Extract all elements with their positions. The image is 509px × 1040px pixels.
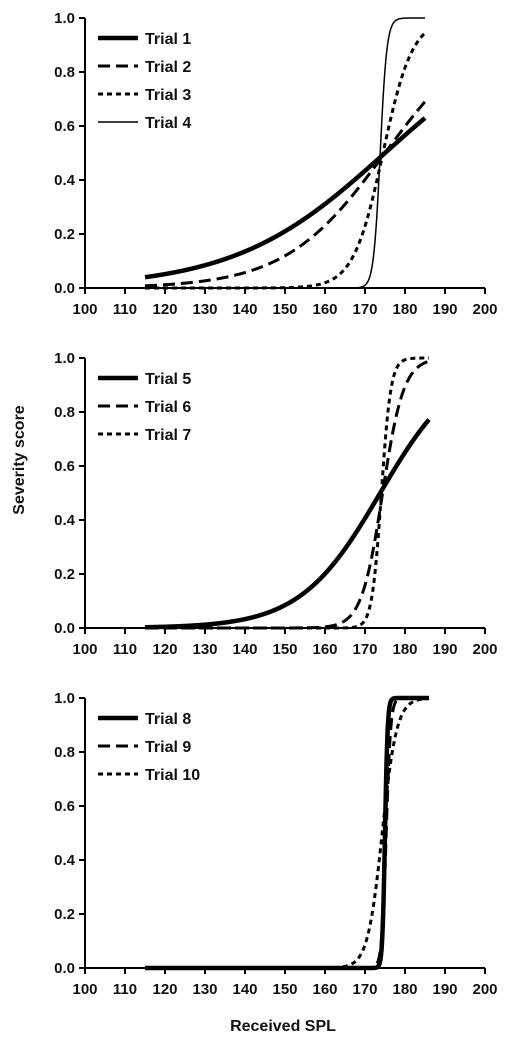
- series-line: [143, 100, 427, 288]
- series-line: [143, 696, 431, 970]
- x-tick-label: 110: [113, 301, 137, 318]
- x-tick-label: 160: [312, 301, 337, 318]
- x-tick-label: 150: [272, 301, 297, 318]
- x-tick-label: 130: [192, 641, 217, 658]
- x-tick-label: 110: [113, 981, 137, 998]
- x-tick-label: 100: [72, 981, 97, 998]
- x-tick-label: 150: [272, 981, 297, 998]
- series-line: [143, 356, 431, 630]
- x-tick-label: 190: [432, 301, 457, 318]
- y-tick-label: 1.0: [54, 10, 75, 27]
- y-tick-label: 0.4: [54, 512, 76, 529]
- series-line: [144, 17, 426, 289]
- y-tick-label: 1.0: [54, 350, 75, 367]
- legend-label: Trial 5: [145, 371, 191, 388]
- legend-label: Trial 2: [145, 59, 191, 76]
- legend-label: Trial 10: [145, 767, 200, 784]
- x-tick-label: 180: [392, 301, 417, 318]
- y-tick-label: 0.6: [54, 118, 75, 135]
- x-tick-label: 160: [312, 981, 337, 998]
- panel-2: 100 110 120 130 140 150 160 170 180 190 200 0.0 0.2 0…: [54, 350, 497, 658]
- x-tick-label: 120: [152, 641, 177, 658]
- legend-label: Trial 6: [145, 399, 191, 416]
- y-tick-label: 0.0: [54, 280, 75, 297]
- legend-label: Trial 4: [145, 115, 191, 132]
- y-tick-label: 0.4: [54, 852, 76, 869]
- x-tick-label: 200: [472, 981, 497, 998]
- x-tick-label: 110: [113, 641, 137, 658]
- legend-label: Trial 8: [145, 711, 191, 728]
- series-line: [142, 115, 428, 280]
- y-tick-label: 0.2: [54, 906, 75, 923]
- panel-1: 100 110 120 130 140 150 160 170 180 190 200 0.0 0.2 0…: [54, 10, 497, 318]
- y-tick-label: 0.6: [54, 798, 75, 815]
- legend-label: Trial 9: [145, 739, 191, 756]
- x-tick-label: 140: [232, 641, 257, 658]
- x-tick-label: 180: [392, 641, 417, 658]
- x-tick-label: 200: [472, 641, 497, 658]
- x-tick-label: 100: [72, 301, 97, 318]
- y-tick-label: 0.0: [54, 960, 75, 977]
- panel-3: 100 110 120 130 140 150 160 170 180 190 200 0.0 0.2 0…: [54, 690, 497, 998]
- series-line: [142, 417, 432, 630]
- x-tick-label: 200: [472, 301, 497, 318]
- y-tick-label: 0.8: [54, 404, 75, 421]
- x-tick-label: 140: [232, 981, 257, 998]
- legend-label: Trial 7: [145, 427, 191, 444]
- x-axis-label: Received SPL: [230, 1018, 336, 1035]
- y-tick-label: 1.0: [54, 690, 75, 707]
- legend-label: Trial 1: [145, 31, 191, 48]
- y-tick-label: 0.6: [54, 458, 75, 475]
- x-tick-label: 150: [272, 641, 297, 658]
- x-tick-label: 170: [352, 641, 377, 658]
- x-tick-label: 140: [232, 301, 257, 318]
- y-tick-label: 0.8: [54, 64, 75, 81]
- legend-label: Trial 3: [145, 87, 191, 104]
- x-tick-label: 190: [432, 981, 457, 998]
- y-tick-label: 0.2: [54, 566, 75, 583]
- x-tick-label: 160: [312, 641, 337, 658]
- x-tick-label: 170: [352, 981, 377, 998]
- x-tick-label: 130: [192, 301, 217, 318]
- y-tick-label: 0.2: [54, 226, 75, 243]
- y-tick-label: 0.4: [54, 172, 76, 189]
- x-tick-label: 190: [432, 641, 457, 658]
- x-tick-label: 170: [352, 301, 377, 318]
- x-tick-label: 130: [192, 981, 217, 998]
- x-tick-label: 120: [152, 981, 177, 998]
- y-axis-label: Severity score: [11, 405, 28, 515]
- x-tick-label: 100: [72, 641, 97, 658]
- y-tick-label: 0.8: [54, 744, 75, 761]
- x-tick-label: 180: [392, 981, 417, 998]
- x-tick-label: 120: [152, 301, 177, 318]
- y-tick-label: 0.0: [54, 620, 75, 637]
